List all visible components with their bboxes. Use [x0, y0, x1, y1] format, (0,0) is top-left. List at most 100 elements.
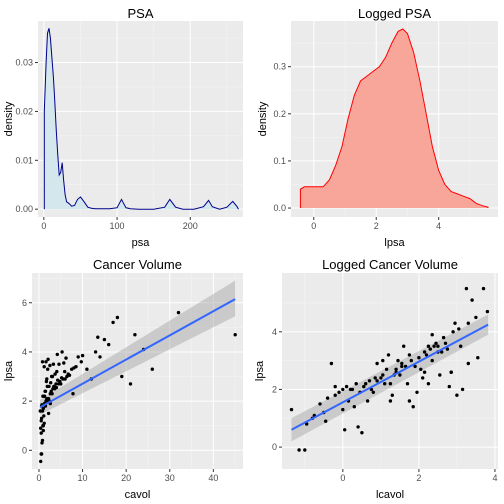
- data-point: [79, 360, 84, 364]
- data-point: [485, 309, 490, 314]
- data-point: [297, 448, 301, 452]
- data-point: [350, 387, 355, 392]
- data-point: [120, 374, 124, 379]
- data-point: [42, 365, 46, 369]
- data-point: [474, 315, 478, 320]
- x-axis-title: psa: [132, 237, 151, 249]
- data-point: [133, 333, 137, 337]
- y-tick-label: 0.2: [273, 109, 286, 119]
- y-axis-ticks: 0 2 4: [272, 327, 282, 452]
- data-point: [421, 376, 425, 380]
- data-point: [459, 344, 463, 348]
- data-point: [56, 378, 60, 382]
- data-point: [176, 310, 181, 315]
- psa-density-panel: 0 100 200 0.00 0.01 0.02 0.03 PSA psa density: [3, 6, 243, 249]
- data-point: [325, 396, 330, 400]
- density-area: [300, 29, 488, 208]
- y-axis-title: lpsa: [3, 360, 15, 381]
- data-point: [111, 320, 115, 325]
- plot-panel: [282, 273, 498, 469]
- data-point: [341, 407, 345, 412]
- data-point: [436, 344, 440, 348]
- data-point: [59, 376, 64, 380]
- data-point: [76, 355, 80, 359]
- data-point: [415, 390, 419, 394]
- data-point: [46, 367, 50, 371]
- x-tick-label: 2: [374, 221, 379, 231]
- x-tick-label: 20: [121, 473, 131, 483]
- data-point: [66, 372, 70, 376]
- data-point: [39, 426, 43, 430]
- x-tick-label: 0: [41, 221, 46, 231]
- data-point: [354, 382, 358, 386]
- x-axis-ticks: 0 2 4: [311, 217, 441, 231]
- regression-line: [291, 323, 489, 431]
- data-point: [93, 350, 98, 354]
- y-tick-label: 6: [22, 298, 27, 308]
- data-point: [470, 298, 474, 302]
- data-point: [40, 360, 45, 364]
- y-tick-label: 0: [272, 442, 277, 452]
- data-point: [337, 390, 341, 394]
- y-axis-ticks: 0.00 0.01 0.02 0.03: [15, 58, 38, 214]
- data-point: [107, 342, 111, 347]
- data-point: [371, 390, 375, 394]
- data-point: [381, 373, 385, 377]
- data-point: [46, 411, 51, 416]
- data-point: [128, 382, 133, 386]
- data-point: [430, 333, 434, 337]
- x-tick-label: 0: [311, 221, 316, 231]
- data-point: [367, 379, 372, 383]
- data-point: [432, 344, 436, 348]
- chart-marks: [38, 280, 237, 464]
- data-point: [60, 350, 64, 354]
- x-tick-label: 200: [183, 221, 198, 231]
- y-tick-label: 4: [272, 327, 277, 337]
- y-tick-label: 0.01: [15, 155, 33, 165]
- data-point: [41, 406, 45, 411]
- data-point: [55, 369, 59, 374]
- data-point: [45, 377, 49, 381]
- data-point: [424, 353, 429, 357]
- data-point: [96, 335, 100, 339]
- data-point: [464, 286, 469, 291]
- data-point: [98, 355, 102, 359]
- data-point: [365, 399, 370, 403]
- data-point: [150, 367, 154, 371]
- y-axis-ticks: 0.0 0.1 0.2 0.3: [273, 62, 291, 213]
- data-point: [434, 341, 438, 345]
- data-point: [411, 405, 415, 409]
- data-point: [384, 367, 389, 371]
- data-point: [74, 365, 78, 369]
- x-tick-label: 0: [340, 473, 345, 483]
- data-point: [46, 397, 51, 401]
- data-point: [356, 425, 360, 429]
- data-point: [45, 384, 49, 389]
- data-point: [388, 399, 393, 403]
- data-point: [41, 424, 45, 428]
- data-point: [481, 286, 486, 291]
- y-axis-ticks: 0 2 4 6: [22, 298, 32, 455]
- data-point: [343, 428, 347, 432]
- data-point: [39, 459, 43, 464]
- data-point: [62, 369, 67, 374]
- data-point: [63, 377, 67, 381]
- y-tick-label: 0.02: [15, 106, 33, 116]
- logged-psa-density-panel: 0 2 4 0.0 0.1 0.2 0.3 Logged PSA lpsa density: [257, 6, 498, 249]
- x-axis-title: lcavol: [376, 489, 404, 501]
- data-point: [39, 431, 43, 435]
- data-point: [445, 347, 450, 351]
- y-tick-label: 0.0: [273, 203, 286, 213]
- density-line: [299, 28, 489, 208]
- data-point: [440, 350, 444, 354]
- data-point: [39, 452, 44, 456]
- data-point: [102, 337, 107, 342]
- data-point: [383, 382, 387, 386]
- x-tick-label: 100: [110, 221, 125, 231]
- data-point: [373, 376, 377, 380]
- data-point: [402, 344, 406, 348]
- data-point: [62, 361, 66, 365]
- chart-title: PSA: [127, 6, 153, 21]
- data-point: [453, 321, 457, 325]
